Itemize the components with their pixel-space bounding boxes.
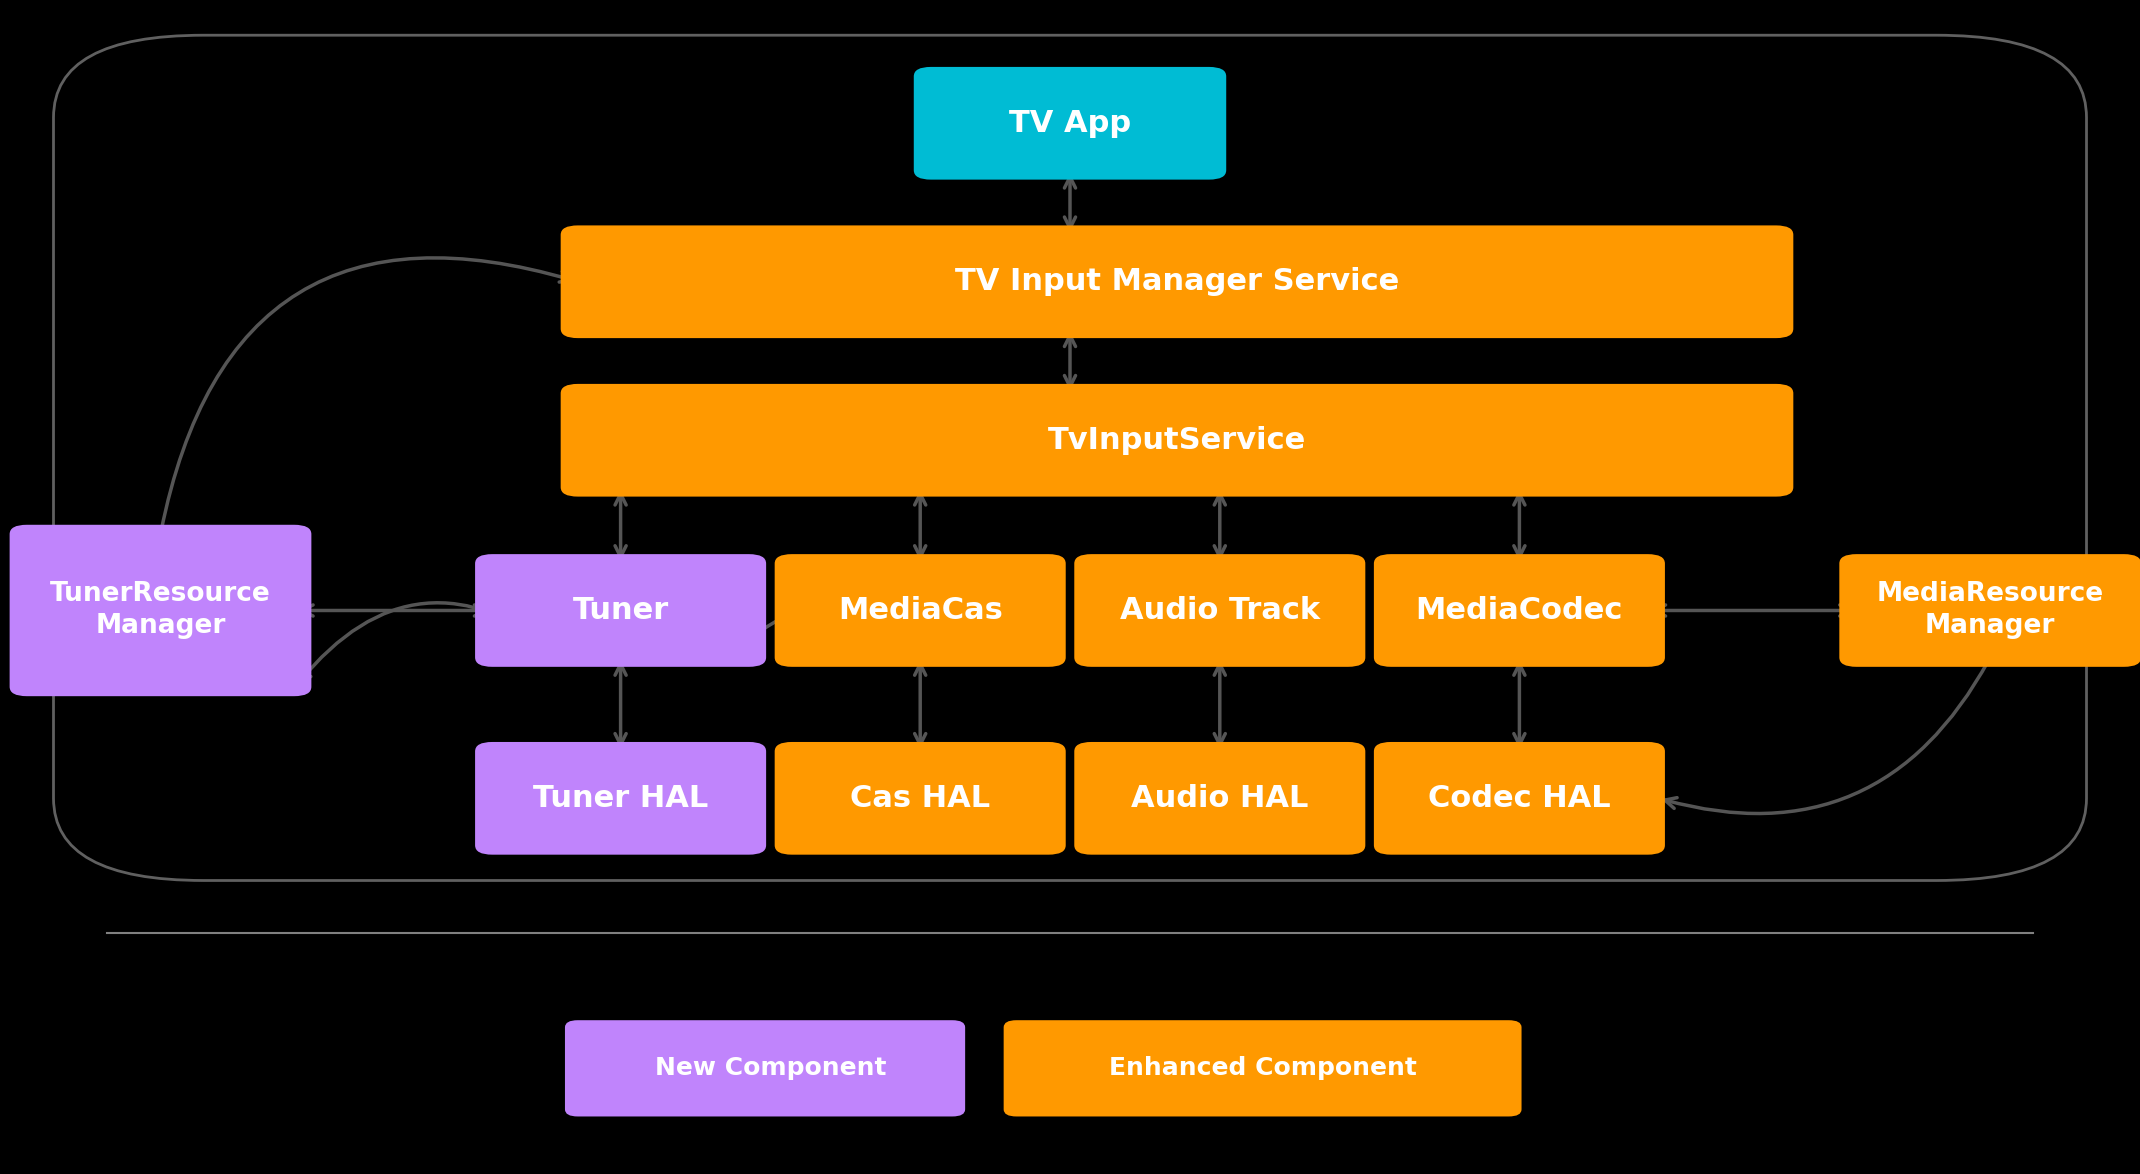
Text: Tuner HAL: Tuner HAL: [533, 784, 708, 812]
FancyBboxPatch shape: [561, 384, 1793, 497]
FancyBboxPatch shape: [9, 525, 312, 696]
FancyBboxPatch shape: [1074, 742, 1365, 855]
Text: New Component: New Component: [655, 1057, 886, 1080]
Text: TV App: TV App: [1008, 109, 1132, 137]
FancyBboxPatch shape: [1840, 554, 2140, 667]
Text: Tuner: Tuner: [574, 596, 668, 625]
Text: TV Input Manager Service: TV Input Manager Service: [954, 268, 1400, 296]
Text: MediaResource
Manager: MediaResource Manager: [1877, 581, 2104, 640]
FancyBboxPatch shape: [475, 742, 766, 855]
FancyBboxPatch shape: [1374, 554, 1665, 667]
Text: Audio HAL: Audio HAL: [1132, 784, 1308, 812]
FancyBboxPatch shape: [914, 67, 1226, 180]
FancyBboxPatch shape: [565, 1020, 965, 1116]
Text: TvInputService: TvInputService: [1049, 426, 1305, 454]
Text: Cas HAL: Cas HAL: [850, 784, 991, 812]
FancyBboxPatch shape: [1074, 554, 1365, 667]
FancyBboxPatch shape: [1004, 1020, 1522, 1116]
FancyBboxPatch shape: [561, 225, 1793, 338]
Text: Enhanced Component: Enhanced Component: [1109, 1057, 1417, 1080]
Text: Audio Track: Audio Track: [1119, 596, 1320, 625]
FancyBboxPatch shape: [1374, 742, 1665, 855]
Text: MediaCodec: MediaCodec: [1417, 596, 1622, 625]
Text: Codec HAL: Codec HAL: [1427, 784, 1611, 812]
FancyBboxPatch shape: [775, 742, 1066, 855]
FancyBboxPatch shape: [475, 554, 766, 667]
FancyBboxPatch shape: [775, 554, 1066, 667]
Text: TunerResource
Manager: TunerResource Manager: [49, 581, 272, 640]
Text: MediaCas: MediaCas: [837, 596, 1004, 625]
